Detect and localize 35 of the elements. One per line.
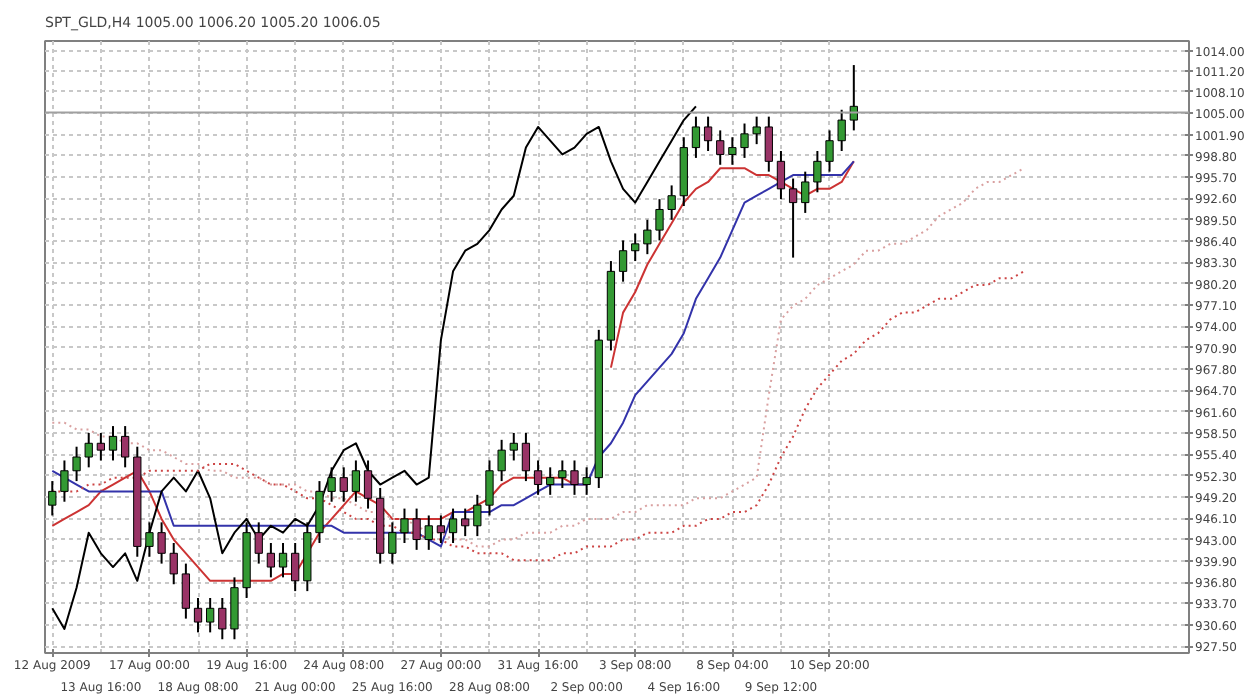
candlestick	[764, 115, 773, 173]
candlestick	[776, 150, 786, 201]
candlestick	[436, 514, 446, 544]
candlestick	[363, 459, 373, 510]
candlestick	[121, 425, 130, 469]
candlestick	[631, 232, 640, 263]
candlestick	[752, 115, 761, 146]
candlestick	[533, 459, 543, 496]
candlestick	[691, 115, 701, 159]
candlestick	[193, 596, 203, 634]
candlestick	[461, 507, 470, 538]
candlestick	[703, 115, 713, 153]
line-series	[51, 167, 1025, 548]
candlestick	[108, 425, 118, 462]
candlestick	[72, 445, 81, 483]
candlestick	[96, 431, 106, 462]
candlestick	[788, 177, 798, 259]
candlestick	[618, 239, 628, 283]
candlestick	[801, 170, 810, 214]
candlestick	[206, 596, 215, 634]
candlestick	[509, 431, 518, 462]
candlestick	[521, 431, 531, 483]
candlestick	[643, 218, 652, 256]
candlestick	[84, 431, 93, 469]
candlestick	[278, 541, 288, 579]
candlestick	[448, 507, 458, 544]
candlestick	[266, 541, 276, 579]
candlestick	[181, 562, 191, 620]
line-series	[51, 105, 697, 630]
candlestick	[388, 521, 397, 565]
candlestick	[473, 493, 482, 538]
candlestick	[351, 459, 361, 503]
line-series	[51, 270, 1025, 562]
candlestick	[546, 466, 555, 496]
candlestick	[291, 541, 300, 593]
